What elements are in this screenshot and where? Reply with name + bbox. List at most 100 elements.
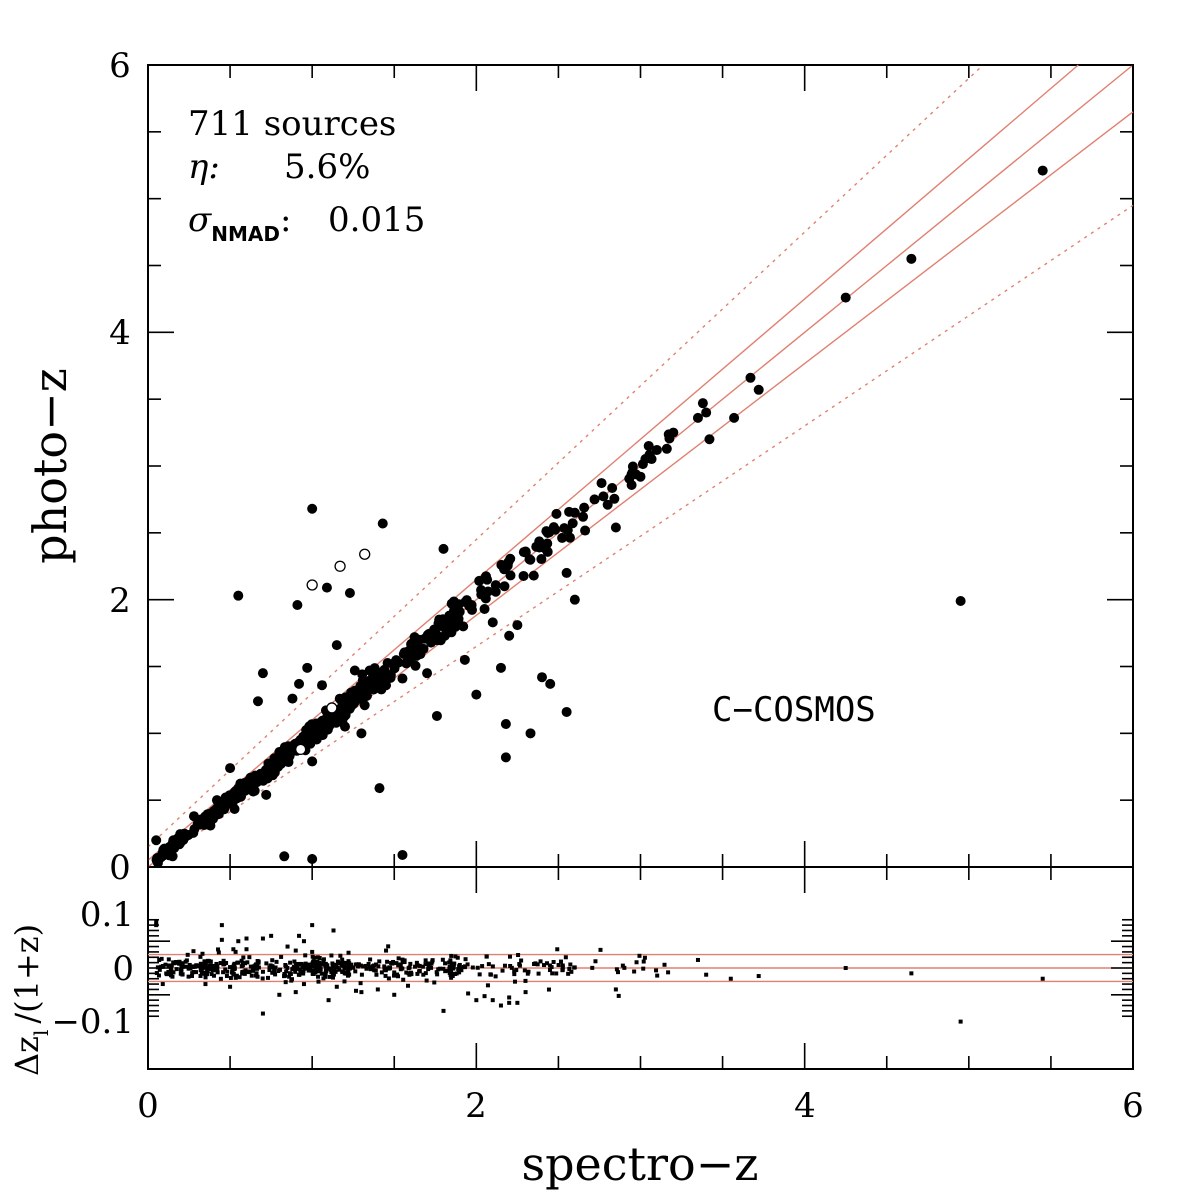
residual-point (386, 966, 391, 971)
residual-point (614, 967, 619, 972)
data-point (840, 292, 851, 303)
residual-point (330, 975, 335, 980)
data-point (318, 721, 329, 732)
data-point (596, 478, 607, 489)
residual-point (160, 982, 165, 987)
residual-point (249, 973, 254, 978)
data-point (188, 811, 199, 822)
residual-point (373, 968, 378, 973)
data-point (561, 706, 572, 717)
residual-point (223, 967, 228, 972)
residual-point (179, 968, 184, 973)
residual-point (519, 958, 524, 963)
data-point (512, 620, 523, 631)
residual-point (590, 965, 595, 970)
residual-point (463, 957, 468, 962)
residual-point (421, 972, 426, 977)
residual-point (278, 967, 283, 972)
data-point (579, 502, 590, 513)
residual-point (227, 965, 232, 970)
data-point (294, 678, 305, 689)
residual-point (231, 964, 236, 969)
residual-point (228, 975, 233, 980)
y-tick-label: 2 (109, 581, 131, 621)
data-point (541, 544, 552, 555)
residual-point (449, 953, 454, 958)
data-point (211, 795, 222, 806)
residual-tick-label: 0 (112, 949, 134, 989)
residual-point (616, 970, 621, 975)
residual-point (507, 995, 512, 1000)
residual-point (170, 974, 175, 979)
data-point (598, 491, 609, 502)
x-tick-label: 4 (794, 1086, 816, 1126)
data-point (448, 616, 459, 627)
data-point (692, 412, 703, 423)
residual-point (353, 969, 358, 974)
residual-point (330, 961, 335, 966)
data-point (635, 471, 646, 482)
residual-point (448, 958, 453, 963)
residual-point (406, 971, 411, 976)
residual-point (426, 961, 431, 966)
data-point (382, 657, 393, 668)
residual-point (219, 937, 224, 942)
data-point (317, 680, 328, 691)
residual-point (311, 964, 316, 969)
residual-point (270, 958, 275, 963)
residual-point (248, 964, 253, 969)
residual-point (214, 968, 219, 973)
data-point (609, 493, 620, 504)
residual-point (451, 965, 456, 970)
residual-point (560, 963, 565, 968)
x-tick-label: 2 (465, 1086, 487, 1126)
data-point (356, 728, 367, 739)
open-data-point (295, 743, 307, 756)
data-point (602, 499, 613, 510)
residual-label-delta: Δz (8, 1036, 46, 1076)
residual-point (404, 970, 409, 975)
residual-point (662, 962, 667, 967)
data-point (640, 453, 651, 464)
residual-point (343, 960, 348, 965)
data-point (433, 618, 444, 629)
residual-point (244, 947, 249, 952)
residual-point (267, 965, 272, 970)
residual-point (426, 967, 431, 972)
residual-point (368, 957, 373, 962)
residual-point (568, 962, 573, 967)
residual-point (203, 982, 208, 987)
residual-point (466, 991, 471, 996)
residual-point (310, 971, 315, 976)
residual-point (348, 966, 353, 971)
data-point (438, 543, 449, 554)
x-tick-label: 6 (1122, 1086, 1144, 1126)
residual-point (522, 968, 527, 973)
residual-point (224, 974, 229, 979)
residual-point (450, 973, 455, 978)
main-data-points (151, 165, 1048, 868)
residual-point (616, 993, 621, 998)
open-data-point (326, 702, 338, 714)
residual-point (333, 969, 338, 974)
data-point (578, 511, 589, 522)
data-point (490, 586, 501, 597)
residual-point (329, 968, 334, 973)
data-point (377, 518, 388, 529)
residual-point (186, 966, 191, 971)
open-data-point (359, 548, 371, 560)
residual-point (514, 968, 519, 973)
y-axis-title: photo−z (23, 368, 77, 564)
residual-point (273, 972, 278, 977)
residual-point (544, 961, 549, 966)
residual-point (285, 944, 290, 949)
residual-point (283, 963, 288, 968)
residual-point (316, 979, 321, 984)
residual-point (297, 933, 302, 938)
residual-point (219, 923, 224, 928)
residual-point (572, 965, 577, 970)
residual-point (185, 952, 190, 957)
data-point (282, 745, 293, 756)
residual-point (247, 970, 252, 975)
residual-point (332, 967, 337, 972)
